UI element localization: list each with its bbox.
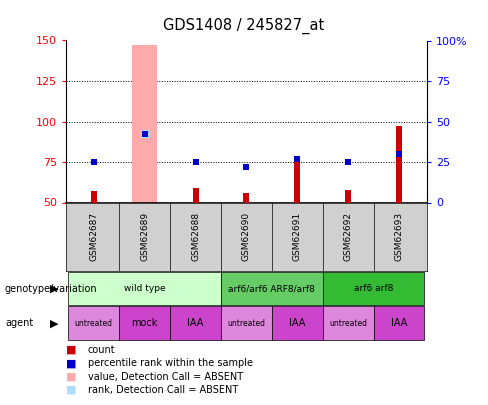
Text: IAA: IAA bbox=[289, 318, 305, 328]
Bar bbox=[170, 307, 221, 340]
Bar bbox=[323, 272, 425, 305]
Text: GSM62691: GSM62691 bbox=[293, 212, 302, 262]
Text: ▶: ▶ bbox=[50, 318, 59, 328]
Text: ■: ■ bbox=[66, 358, 77, 368]
Text: count: count bbox=[88, 345, 116, 355]
Text: agent: agent bbox=[5, 318, 33, 328]
Text: GDS1408 / 245827_at: GDS1408 / 245827_at bbox=[163, 18, 325, 34]
Text: IAA: IAA bbox=[391, 318, 407, 328]
Text: wild type: wild type bbox=[124, 284, 165, 293]
Text: IAA: IAA bbox=[187, 318, 204, 328]
Bar bbox=[396, 126, 402, 202]
Text: ■: ■ bbox=[66, 385, 77, 395]
Text: ■: ■ bbox=[66, 372, 77, 382]
Bar bbox=[323, 307, 374, 340]
Bar bbox=[221, 272, 323, 305]
Text: arf6/arf6 ARF8/arf8: arf6/arf6 ARF8/arf8 bbox=[228, 284, 315, 293]
Bar bbox=[345, 190, 351, 202]
Bar bbox=[272, 307, 323, 340]
Text: ▶: ▶ bbox=[50, 284, 59, 294]
Text: GSM62688: GSM62688 bbox=[191, 212, 200, 262]
Text: rank, Detection Call = ABSENT: rank, Detection Call = ABSENT bbox=[88, 385, 238, 395]
Text: value, Detection Call = ABSENT: value, Detection Call = ABSENT bbox=[88, 372, 243, 382]
Text: genotype/variation: genotype/variation bbox=[5, 284, 98, 294]
Bar bbox=[193, 188, 199, 202]
Text: GSM62689: GSM62689 bbox=[140, 212, 149, 262]
Bar bbox=[294, 162, 300, 202]
Text: GSM62687: GSM62687 bbox=[89, 212, 99, 262]
Bar bbox=[119, 307, 170, 340]
Text: GSM62692: GSM62692 bbox=[344, 213, 353, 261]
Bar bbox=[132, 45, 158, 202]
Bar bbox=[244, 193, 249, 202]
Text: arf6 arf8: arf6 arf8 bbox=[354, 284, 393, 293]
Text: untreated: untreated bbox=[75, 319, 113, 328]
Text: GSM62693: GSM62693 bbox=[394, 212, 404, 262]
Bar bbox=[91, 191, 97, 202]
Bar bbox=[374, 307, 425, 340]
Text: untreated: untreated bbox=[227, 319, 265, 328]
Text: mock: mock bbox=[132, 318, 158, 328]
Text: ■: ■ bbox=[66, 345, 77, 355]
Text: untreated: untreated bbox=[329, 319, 367, 328]
Text: percentile rank within the sample: percentile rank within the sample bbox=[88, 358, 253, 368]
Bar bbox=[221, 307, 272, 340]
Bar bbox=[68, 307, 119, 340]
Text: GSM62690: GSM62690 bbox=[242, 212, 251, 262]
Bar bbox=[68, 272, 221, 305]
